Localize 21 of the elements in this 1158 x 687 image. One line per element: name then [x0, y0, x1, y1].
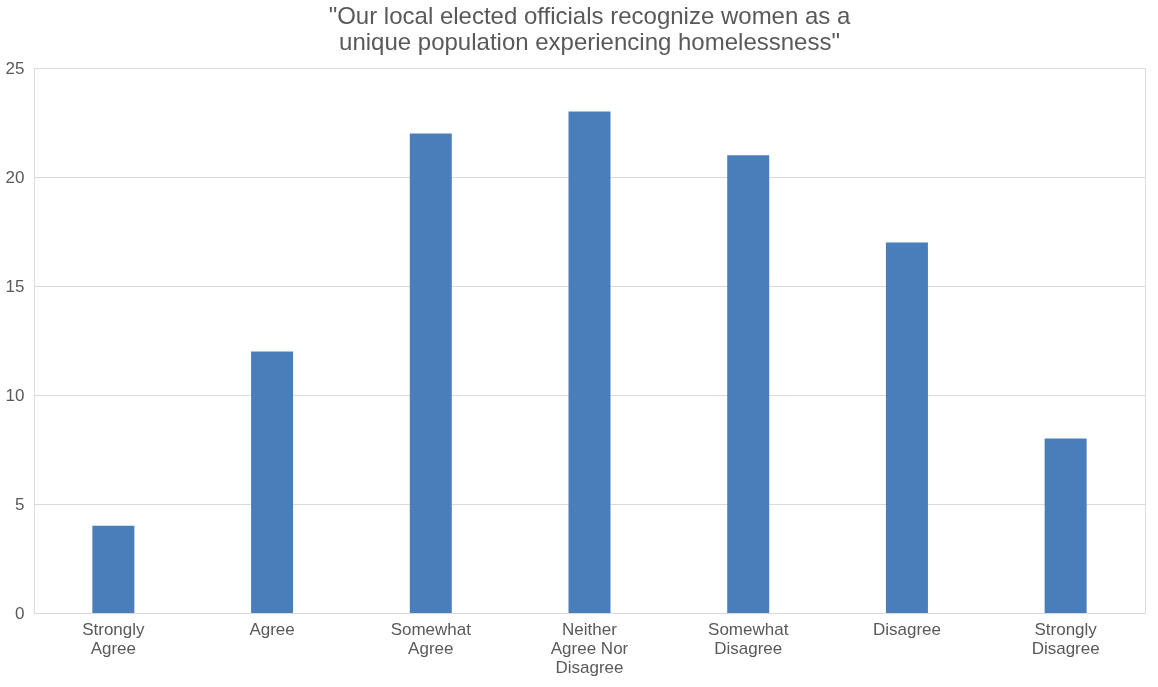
x-tick-label: Strongly Disagree [1031, 619, 1100, 658]
bar [251, 351, 294, 613]
y-tick-label: 10 [5, 385, 25, 405]
bar [92, 525, 135, 613]
x-tick-label: Strongly Agree [82, 619, 146, 658]
y-tick-label: 5 [15, 494, 25, 514]
y-tick-label: 25 [5, 58, 25, 78]
bar [1044, 438, 1087, 613]
y-tick-label: 20 [5, 167, 25, 187]
y-tick-label: 15 [5, 276, 25, 296]
y-tick-label: 0 [15, 603, 25, 623]
bar [885, 242, 928, 613]
x-tick-label: Somewhat Disagree [708, 619, 789, 658]
x-tick-label: Neither Agree Nor Disagree [550, 619, 629, 677]
x-tick-label: Agree [249, 619, 295, 639]
bar [727, 155, 770, 613]
bar [568, 111, 611, 613]
x-tick-label: Somewhat Agree [390, 619, 472, 658]
bar [409, 133, 452, 613]
chart-title: "Our local elected officials recognize women as a unique population experiencing homelessness" [328, 2, 851, 55]
x-tick-label: Disagree [872, 619, 941, 639]
